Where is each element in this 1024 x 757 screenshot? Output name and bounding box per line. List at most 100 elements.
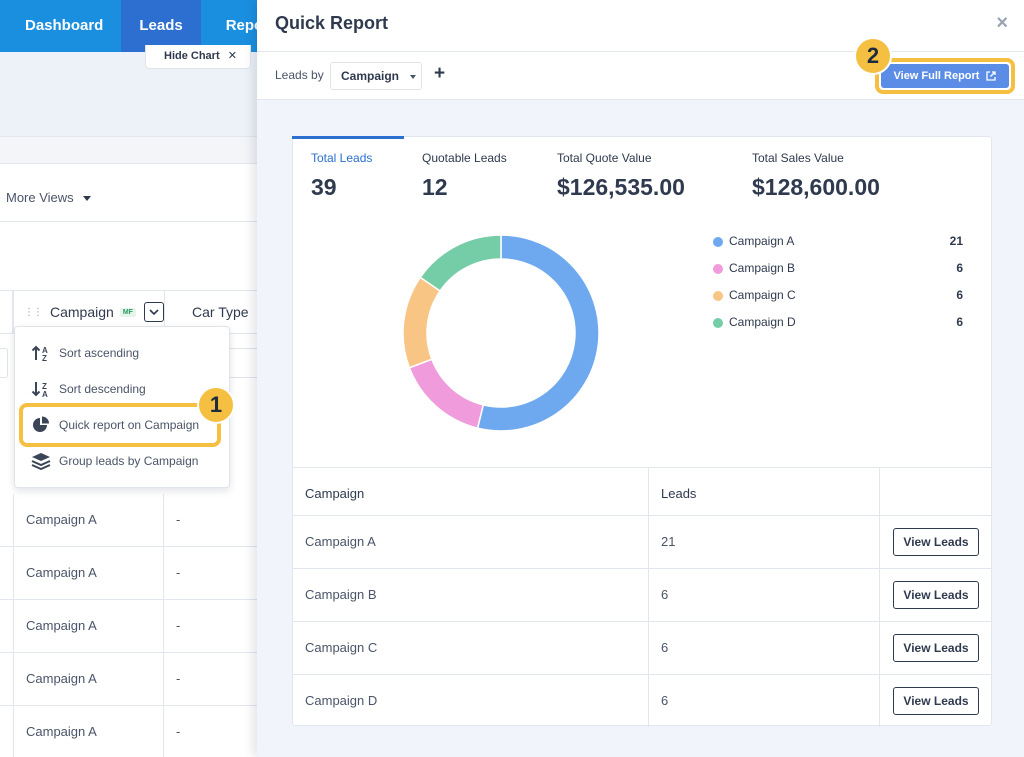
cell-campaign: Campaign C xyxy=(305,640,378,655)
svg-text:Z: Z xyxy=(42,354,47,362)
view-leads-button[interactable]: View Leads xyxy=(893,581,979,609)
legend-label: Campaign A xyxy=(729,234,795,248)
view-full-report-label: View Full Report xyxy=(893,70,980,82)
modal-header: Quick Report × xyxy=(257,0,1024,52)
kpi-total-sales-value[interactable]: Total Sales Value $128,600.00 xyxy=(752,151,880,201)
legend-item-campaign-a[interactable]: Campaign A 21 xyxy=(711,233,971,253)
table-row[interactable]: Campaign A - xyxy=(0,494,258,547)
menu-item-label: Quick report on Campaign xyxy=(59,418,200,432)
column-header-label: Car Type xyxy=(192,304,249,320)
menu-item-quick-report[interactable]: Quick report on Campaign xyxy=(19,403,221,447)
legend-value: 6 xyxy=(956,288,963,302)
filter-row xyxy=(0,346,258,380)
donut-slice-campaign-c[interactable] xyxy=(402,276,442,369)
chevron-down-icon xyxy=(149,309,159,315)
legend-item-campaign-c[interactable]: Campaign C 6 xyxy=(711,287,971,307)
column-header-label: Campaign xyxy=(50,304,114,320)
full-report-highlight: View Full Report xyxy=(875,58,1015,94)
divider xyxy=(0,221,258,222)
kpi-quotable-leads[interactable]: Quotable Leads 12 xyxy=(422,151,507,201)
svg-text:Z: Z xyxy=(42,382,47,391)
cell-campaign: Campaign A xyxy=(305,534,376,549)
legend-color-dot xyxy=(713,318,723,328)
kpi-value: $128,600.00 xyxy=(752,174,880,200)
cell-campaign: Campaign A xyxy=(13,494,164,546)
menu-item-group-leads[interactable]: Group leads by Campaign xyxy=(15,443,231,479)
table-row[interactable]: Campaign A - xyxy=(0,600,258,653)
layers-icon xyxy=(31,451,51,471)
kpi-total-quote-value[interactable]: Total Quote Value $126,535.00 xyxy=(557,151,685,201)
table-row[interactable]: Campaign A - xyxy=(0,547,258,600)
table-row: Campaign C 6 View Leads xyxy=(293,621,991,674)
cell-leads: 21 xyxy=(648,516,880,568)
drag-handle-icon[interactable]: ⋮⋮ xyxy=(24,306,43,318)
cell-campaign: Campaign A xyxy=(13,547,164,599)
group-by-select[interactable]: Campaign xyxy=(330,62,422,90)
toolbar-strip xyxy=(0,136,258,164)
cell-car-type: - xyxy=(176,512,181,527)
table-row[interactable]: Campaign A - xyxy=(0,706,258,757)
nav-dashboard[interactable]: Dashboard xyxy=(25,17,104,34)
legend-value: 6 xyxy=(956,315,963,329)
kpi-label: Total Quote Value xyxy=(557,151,652,165)
cell-campaign: Campaign A xyxy=(13,706,164,757)
legend-color-dot xyxy=(713,237,723,247)
donut-slice-campaign-a[interactable] xyxy=(476,234,600,432)
table-row: Campaign D 6 View Leads xyxy=(293,674,991,727)
legend-value: 6 xyxy=(956,261,963,275)
view-leads-button[interactable]: View Leads xyxy=(893,528,979,556)
column-header-campaign[interactable]: ⋮⋮ Campaign MF xyxy=(13,291,164,333)
header-campaign: Campaign xyxy=(305,486,365,501)
column-menu-button[interactable] xyxy=(143,302,164,322)
cell-leads: 6 xyxy=(648,622,880,674)
view-full-report-button[interactable]: View Full Report xyxy=(881,64,1009,88)
header-leads: Leads xyxy=(648,468,880,520)
cell-car-type: - xyxy=(176,618,181,633)
nav-leads[interactable]: Leads xyxy=(121,0,201,52)
filter-input[interactable] xyxy=(0,348,8,378)
kpi-total-leads[interactable]: Total Leads 39 xyxy=(311,151,372,201)
menu-item-label: Group leads by Campaign xyxy=(59,454,199,468)
table-header-row: Campaign Leads xyxy=(293,467,991,520)
hide-chart-label: Hide Chart xyxy=(164,50,220,62)
close-icon[interactable]: × xyxy=(996,12,1008,34)
legend-label: Campaign B xyxy=(729,261,796,275)
legend-color-dot xyxy=(713,264,723,274)
kpi-label: Total Leads xyxy=(311,151,373,165)
external-link-icon xyxy=(986,71,997,81)
callout-badge-2: 2 xyxy=(854,37,892,75)
nav-reports[interactable]: Reports xyxy=(225,17,258,34)
view-leads-button[interactable]: View Leads xyxy=(893,687,979,715)
cell-campaign: Campaign A xyxy=(13,600,164,652)
report-card: Total Leads 39 Quotable Leads 12 Total Q… xyxy=(292,136,992,727)
table-row: Campaign B 6 View Leads xyxy=(293,568,991,621)
svg-text:A: A xyxy=(42,390,48,398)
leads-by-label: Leads by xyxy=(275,68,324,82)
column-header-car-type[interactable]: Car Type xyxy=(164,291,258,333)
more-views-dropdown[interactable]: More Views xyxy=(6,190,92,205)
pie-chart-icon xyxy=(31,415,51,435)
add-grouping-button[interactable]: + xyxy=(434,63,446,84)
leads-page-background: Dashboard Leads Reports Hide Chart ✕ Mor… xyxy=(0,0,258,757)
cell-car-type: - xyxy=(176,671,181,686)
donut-slice-campaign-d[interactable] xyxy=(419,234,502,293)
table-header-cell xyxy=(0,291,13,333)
svg-text:A: A xyxy=(42,346,48,355)
legend-label: Campaign C xyxy=(729,288,796,302)
kpi-label: Quotable Leads xyxy=(422,151,507,165)
hide-chart-button[interactable]: Hide Chart ✕ xyxy=(145,45,251,69)
menu-item-label: Sort ascending xyxy=(59,346,140,360)
donut-slice-campaign-b[interactable] xyxy=(408,358,485,430)
legend-item-campaign-d[interactable]: Campaign D 6 xyxy=(711,314,971,334)
table-row[interactable]: Campaign A - xyxy=(0,653,258,706)
filter-input[interactable] xyxy=(228,348,258,378)
legend-item-campaign-b[interactable]: Campaign B 6 xyxy=(711,260,971,280)
view-leads-button[interactable]: View Leads xyxy=(893,634,979,662)
top-navigation: Dashboard Leads Reports xyxy=(0,0,258,52)
more-views-label: More Views xyxy=(6,190,74,205)
menu-item-label: Sort descending xyxy=(59,382,146,396)
group-by-value: Campaign xyxy=(341,69,400,83)
